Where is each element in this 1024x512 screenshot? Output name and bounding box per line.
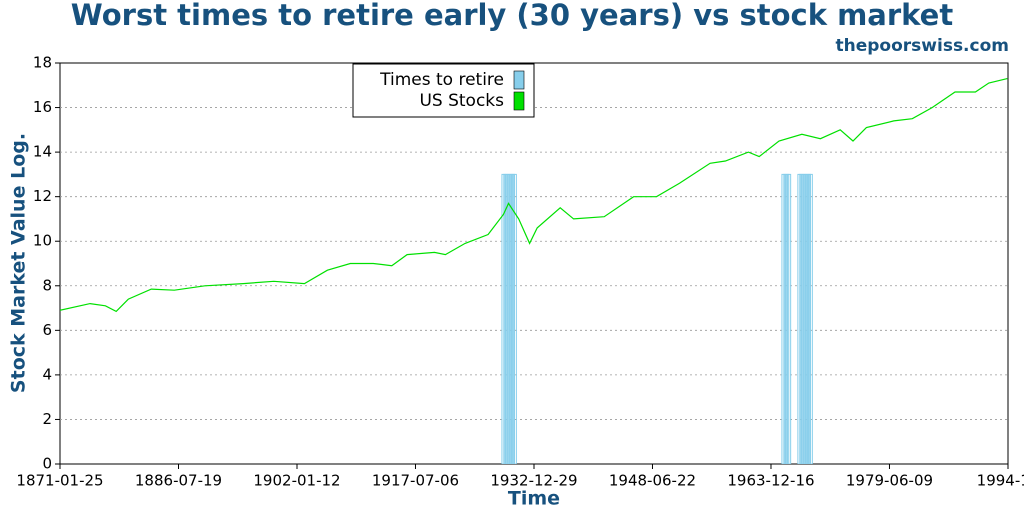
y-tick-label: 4 [42,365,52,383]
y-tick-label: 12 [33,187,52,205]
y-tick-label: 8 [42,276,52,294]
x-tick-label: 1902-01-12 [253,472,340,490]
y-tick-label: 14 [33,143,52,161]
subtitle: thepoorswiss.com [836,36,1010,56]
y-tick-label: 16 [33,98,52,116]
y-tick-label: 0 [42,455,52,473]
legend-label: US Stocks [419,91,504,111]
y-tick-label: 6 [42,321,52,339]
x-tick-label: 1917-07-06 [372,472,459,490]
legend-swatch [513,70,525,90]
y-axis-label: Stock Market Value Log. [8,133,30,393]
x-tick-label: 1963-12-16 [727,472,814,490]
x-tick-label: 1871-01-25 [16,472,103,490]
legend-swatch [513,91,525,111]
retire-bar [787,173,792,464]
stock-line [60,78,1008,313]
retire-bar [512,173,517,464]
y-tick-label: 10 [33,232,52,250]
plot-frame [59,62,1009,465]
legend-box [352,63,535,118]
retire-bar [808,173,813,464]
x-tick-label: 1979-06-09 [846,472,933,490]
x-tick-label: 1932-12-29 [490,472,577,490]
legend-label: Times to retire [379,70,504,90]
x-tick-label: 1948-06-22 [609,472,696,490]
x-tick-label: 1994-12 [977,472,1024,490]
x-axis-label: Time [508,488,560,510]
y-tick-label: 18 [33,54,52,72]
y-tick-label: 2 [42,410,52,428]
x-tick-label: 1886-07-19 [135,472,222,490]
chart-title: Worst times to retire early (30 years) v… [71,0,954,32]
